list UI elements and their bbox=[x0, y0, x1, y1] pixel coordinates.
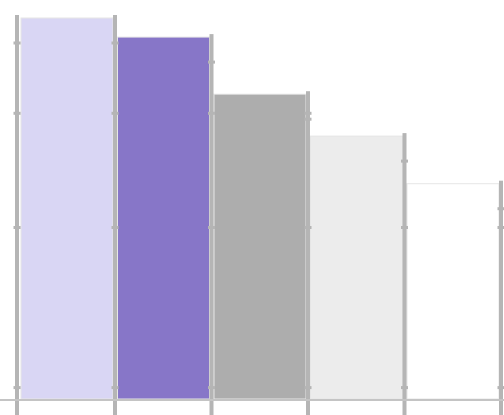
divider-tick-2-3 bbox=[208, 386, 215, 389]
divider-tick-1-3 bbox=[112, 386, 119, 389]
divider-tick-1-1 bbox=[112, 112, 119, 115]
bar-1 bbox=[21, 18, 113, 399]
divider-tick-4-3 bbox=[401, 386, 408, 389]
divider-tick-1-2 bbox=[112, 226, 119, 229]
bar-divider-0 bbox=[15, 15, 19, 415]
divider-tick-3-1 bbox=[305, 112, 312, 115]
divider-tick-3-3 bbox=[305, 386, 312, 389]
x-axis-baseline bbox=[0, 399, 504, 401]
divider-tick-0-2 bbox=[14, 226, 21, 229]
divider-tick-0-0 bbox=[14, 42, 21, 45]
bar-2 bbox=[118, 37, 210, 399]
divider-tick-4-0 bbox=[401, 160, 408, 163]
divider-tick-0-1 bbox=[14, 112, 21, 115]
bar-4 bbox=[311, 136, 403, 399]
divider-tick-3-2 bbox=[305, 226, 312, 229]
bar-divider-2 bbox=[210, 34, 214, 415]
divider-tick-5-2 bbox=[498, 226, 504, 229]
divider-tick-2-1 bbox=[208, 112, 215, 115]
bar-divider-3 bbox=[306, 91, 310, 415]
bar-divider-1 bbox=[113, 15, 117, 415]
divider-tick-4-2 bbox=[401, 226, 408, 229]
divider-tick-2-2 bbox=[208, 226, 215, 229]
divider-tick-5-3 bbox=[498, 386, 504, 389]
divider-tick-1-0 bbox=[112, 42, 119, 45]
bar-divider-5 bbox=[499, 181, 503, 415]
divider-tick-0-3 bbox=[14, 386, 21, 389]
bar-5 bbox=[407, 184, 499, 399]
bar-divider-4 bbox=[403, 133, 407, 415]
divider-tick-5-0 bbox=[498, 207, 504, 210]
bar-3 bbox=[214, 94, 306, 399]
divider-tick-2-0 bbox=[208, 61, 215, 64]
divider-tick-3-0 bbox=[305, 118, 312, 121]
